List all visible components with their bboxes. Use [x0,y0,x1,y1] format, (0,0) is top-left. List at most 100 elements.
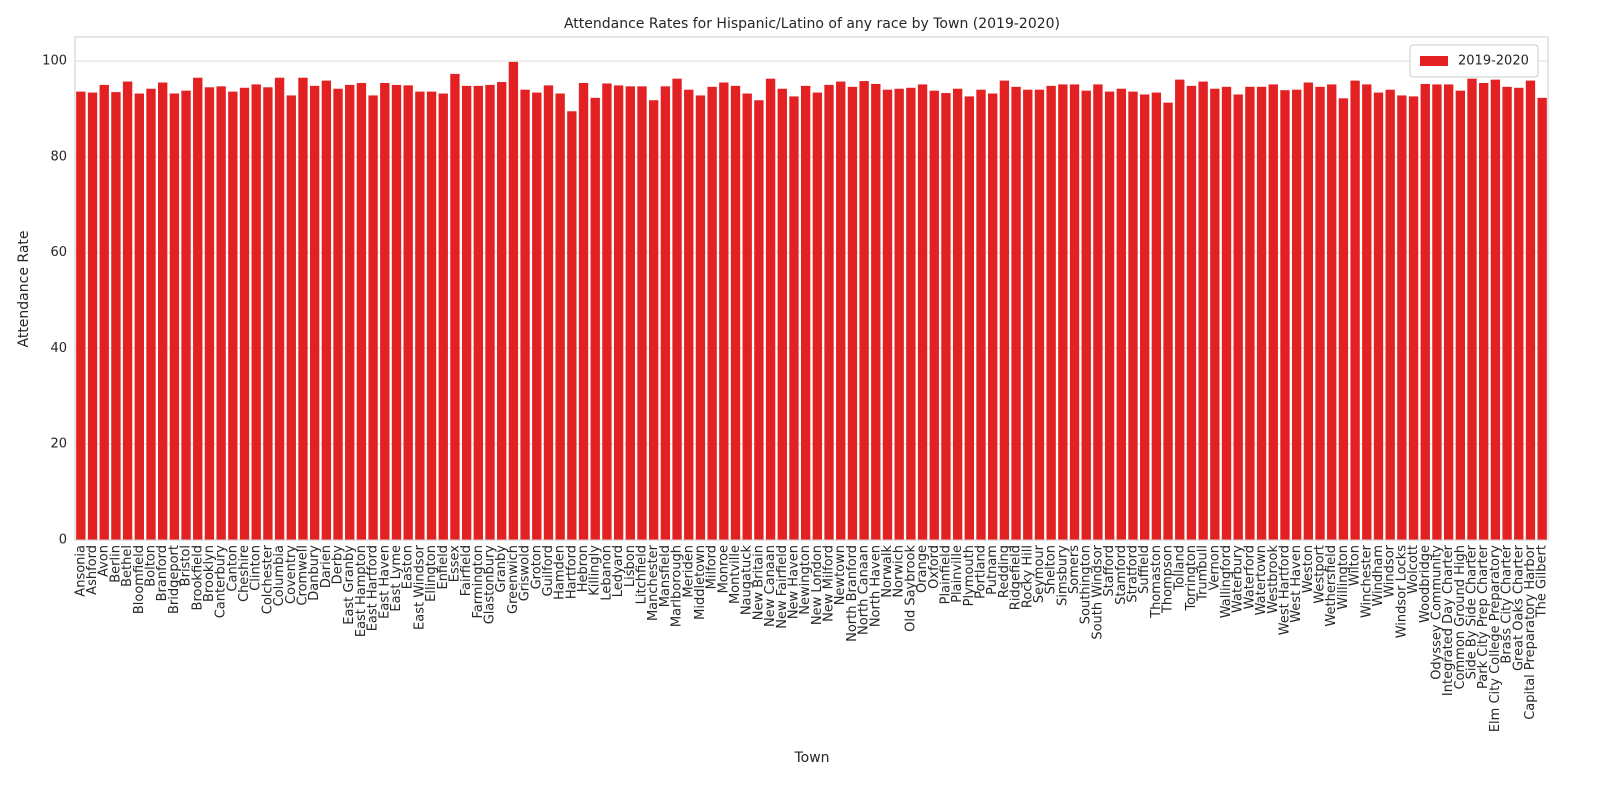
bar [380,82,390,540]
bar [1268,84,1278,540]
x-tick-label: Canton [225,545,240,592]
x-tick-label: Darien [319,545,334,588]
x-tick-label: Ansonia [73,545,88,597]
x-tick-label: Branford [155,545,170,601]
x-tick-label: Monroe [716,545,731,593]
x-tick-label: Trumbull [1196,545,1211,602]
x-tick-label: Woodbridge [1418,545,1433,623]
bar [590,97,600,540]
x-tick-label: Orange [915,545,930,593]
bar [1408,96,1419,540]
x-tick-label: Meriden [681,545,696,598]
x-tick-label: Hamden [553,545,568,600]
bar [777,88,787,540]
x-tick-label: Danbury [307,545,322,601]
x-tick-label: West Hartford [1277,545,1292,635]
bar [602,83,612,540]
x-tick-label: Watertown [1254,545,1269,615]
bar [1514,87,1524,540]
x-tick-label: Stamford [1114,545,1129,605]
bar [1023,89,1033,540]
bar [228,91,238,541]
x-tick-label: Mansfield [658,545,673,607]
bar [941,93,951,540]
bar [742,93,752,540]
x-tick-label: New Britain [751,545,766,620]
x-tick-label: Weston [1301,545,1316,593]
x-tick-label: Brass City Charter [1500,544,1515,663]
bar [216,86,226,540]
bar [1327,84,1337,540]
x-tick-label: East Hampton [354,545,369,637]
x-tick-label: Hebron [576,545,591,592]
x-tick-label: Coventry [284,545,299,604]
plot-frame [74,36,1549,541]
y-tick-label: 40 [50,341,67,356]
bar [637,86,647,540]
bar [1420,83,1430,541]
x-tick-label: Willington [1336,545,1351,610]
bar [181,90,191,541]
bar [952,88,963,540]
y-tick-label: 80 [50,149,67,164]
x-tick-label: Hartford [564,545,579,599]
bar [695,95,706,540]
bar [567,111,577,540]
x-tick-label: New Fairfield [775,545,790,629]
bar [1525,80,1536,541]
x-tick-label: Windsor [1383,544,1398,597]
x-tick-label: Naugatuck [740,545,755,616]
bar [730,85,741,540]
bar [1011,86,1021,540]
legend-swatch [1420,56,1448,66]
bar [1093,84,1103,540]
x-tick-label: Elm City College Preparatory [1488,545,1503,732]
bar [309,85,320,540]
x-tick-label: Park City Prep Charter [1476,544,1491,689]
x-tick-label: Thomaston [1149,545,1164,619]
bar [964,96,974,540]
x-tick-label: Common Ground High [1453,545,1468,690]
bar [146,88,156,540]
x-tick-label: Easton [401,545,416,589]
bar [1163,102,1173,541]
bar [274,77,285,540]
bar [1210,88,1220,540]
bar [134,93,144,540]
x-tick-label: Wilton [1348,545,1363,586]
x-tick-label: East Lyme [389,545,404,612]
x-tick-label: Griswold [518,545,533,601]
bar [578,82,589,540]
bar [356,82,367,540]
x-tick-label: Berlin [108,545,123,583]
bar [1432,84,1442,540]
bar [1291,89,1302,540]
x-tick-label: Portland [974,545,989,599]
bar [684,89,694,540]
bar [263,87,273,541]
x-tick-label: Tolland [1172,545,1187,591]
x-tick-label: Simsbury [1055,545,1070,606]
x-tick-label: Colchester [260,544,275,614]
bar [882,89,893,540]
x-tick-label: Windham [1371,545,1386,607]
bar [824,84,834,541]
y-tick-label: 60 [50,245,67,260]
bar [368,95,378,540]
bar [111,92,121,540]
x-tick-label: Brooklyn [202,545,217,602]
x-tick-label: Odyssey Community [1429,545,1444,680]
x-tick-label: Wolcott [1406,545,1421,594]
bar [999,80,1010,541]
x-tick-label: The Gilbert [1535,545,1550,618]
bar [415,91,425,541]
x-tick-label: Bethel [120,545,135,587]
x-tick-label: Manchester [646,544,661,621]
x-tick-label: Cheshire [237,545,252,602]
x-tick-label: Bridgeport [167,545,182,614]
x-tick-label: Milford [705,545,720,589]
bar [1280,90,1290,540]
bar [391,84,402,541]
bar [438,93,448,540]
